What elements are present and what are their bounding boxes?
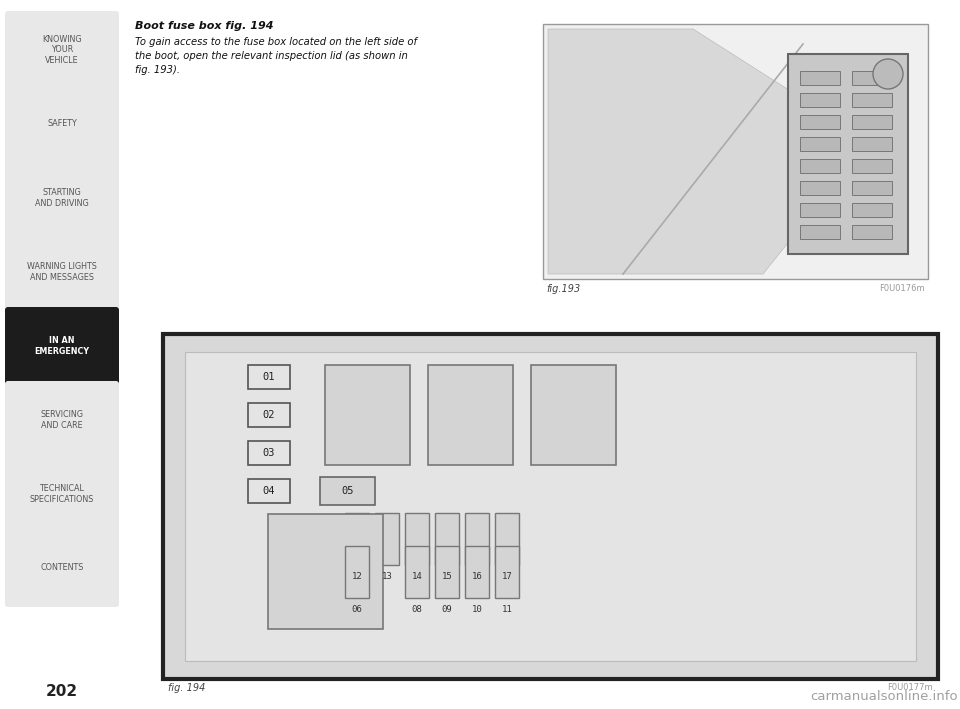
Text: 15: 15 bbox=[442, 572, 452, 581]
Circle shape bbox=[873, 59, 903, 89]
Text: 11: 11 bbox=[502, 605, 513, 613]
Bar bbox=[852, 159, 892, 173]
Text: IN AN
EMERGENCY: IN AN EMERGENCY bbox=[35, 336, 89, 356]
FancyBboxPatch shape bbox=[5, 455, 119, 533]
Bar bbox=[185, 352, 916, 661]
Bar bbox=[320, 477, 375, 505]
Bar bbox=[800, 115, 840, 129]
Text: fig.193: fig.193 bbox=[546, 284, 580, 294]
Bar bbox=[800, 203, 840, 217]
Bar bbox=[248, 441, 290, 465]
Text: 06: 06 bbox=[351, 605, 362, 613]
Bar bbox=[405, 545, 429, 598]
Text: 02: 02 bbox=[263, 410, 276, 420]
Text: 14: 14 bbox=[412, 572, 422, 581]
Text: F0U0176m: F0U0176m bbox=[879, 284, 925, 293]
Text: SAFETY: SAFETY bbox=[47, 120, 77, 128]
Bar bbox=[800, 225, 840, 239]
Bar bbox=[800, 71, 840, 85]
Bar bbox=[435, 545, 459, 598]
Text: 16: 16 bbox=[471, 572, 482, 581]
FancyBboxPatch shape bbox=[5, 529, 119, 607]
Text: 12: 12 bbox=[351, 572, 362, 581]
Text: Boot fuse box fig. 194: Boot fuse box fig. 194 bbox=[135, 21, 274, 31]
Bar bbox=[852, 225, 892, 239]
Bar bbox=[852, 93, 892, 107]
Text: 202: 202 bbox=[46, 683, 78, 698]
Bar bbox=[345, 545, 369, 598]
Polygon shape bbox=[548, 29, 823, 274]
Text: 10: 10 bbox=[471, 605, 482, 613]
Bar bbox=[531, 365, 616, 465]
Text: 08: 08 bbox=[412, 605, 422, 613]
Bar bbox=[543, 24, 928, 279]
Bar bbox=[268, 514, 383, 629]
Bar bbox=[800, 159, 840, 173]
Text: To gain access to the fuse box located on the left side of: To gain access to the fuse box located o… bbox=[135, 37, 417, 47]
Bar bbox=[325, 365, 410, 465]
Text: CONTENTS: CONTENTS bbox=[40, 564, 84, 572]
Bar bbox=[345, 513, 369, 565]
Text: F0U0177m: F0U0177m bbox=[887, 683, 933, 692]
Bar bbox=[163, 334, 938, 679]
Bar bbox=[428, 365, 513, 465]
Text: carmanualsonline.info: carmanualsonline.info bbox=[810, 690, 958, 703]
Bar bbox=[852, 137, 892, 151]
Text: fig. 193).: fig. 193). bbox=[135, 65, 180, 75]
Bar bbox=[435, 513, 459, 565]
Bar bbox=[852, 115, 892, 129]
Bar bbox=[852, 181, 892, 195]
Text: 05: 05 bbox=[341, 486, 353, 496]
Bar bbox=[248, 365, 290, 389]
FancyBboxPatch shape bbox=[5, 85, 119, 163]
Bar bbox=[495, 545, 519, 598]
Text: TECHNICAL
SPECIFICATIONS: TECHNICAL SPECIFICATIONS bbox=[30, 484, 94, 503]
Text: fig. 194: fig. 194 bbox=[168, 683, 205, 693]
Text: 09: 09 bbox=[442, 605, 452, 613]
Bar bbox=[405, 513, 429, 565]
FancyBboxPatch shape bbox=[5, 159, 119, 237]
Bar bbox=[495, 513, 519, 565]
FancyBboxPatch shape bbox=[5, 233, 119, 311]
Bar bbox=[248, 479, 290, 503]
Text: SERVICING
AND CARE: SERVICING AND CARE bbox=[40, 411, 84, 430]
Bar bbox=[852, 71, 892, 85]
Bar bbox=[852, 203, 892, 217]
FancyBboxPatch shape bbox=[5, 381, 119, 459]
Text: 01: 01 bbox=[263, 372, 276, 382]
Text: the boot, open the relevant inspection lid (as shown in: the boot, open the relevant inspection l… bbox=[135, 51, 408, 61]
Text: WARNING LIGHTS
AND MESSAGES: WARNING LIGHTS AND MESSAGES bbox=[27, 262, 97, 281]
Bar bbox=[465, 545, 489, 598]
Text: 17: 17 bbox=[502, 572, 513, 581]
Bar bbox=[248, 403, 290, 427]
Text: KNOWING
YOUR
VEHICLE: KNOWING YOUR VEHICLE bbox=[42, 35, 82, 65]
Text: 03: 03 bbox=[263, 448, 276, 458]
Bar bbox=[800, 181, 840, 195]
Bar bbox=[788, 54, 908, 254]
FancyBboxPatch shape bbox=[5, 307, 119, 385]
Bar bbox=[800, 93, 840, 107]
Text: STARTING
AND DRIVING: STARTING AND DRIVING bbox=[36, 189, 89, 208]
Bar bbox=[465, 513, 489, 565]
Text: 04: 04 bbox=[263, 486, 276, 496]
Bar bbox=[375, 513, 399, 565]
FancyBboxPatch shape bbox=[5, 11, 119, 89]
Bar bbox=[800, 137, 840, 151]
Text: 13: 13 bbox=[382, 572, 393, 581]
